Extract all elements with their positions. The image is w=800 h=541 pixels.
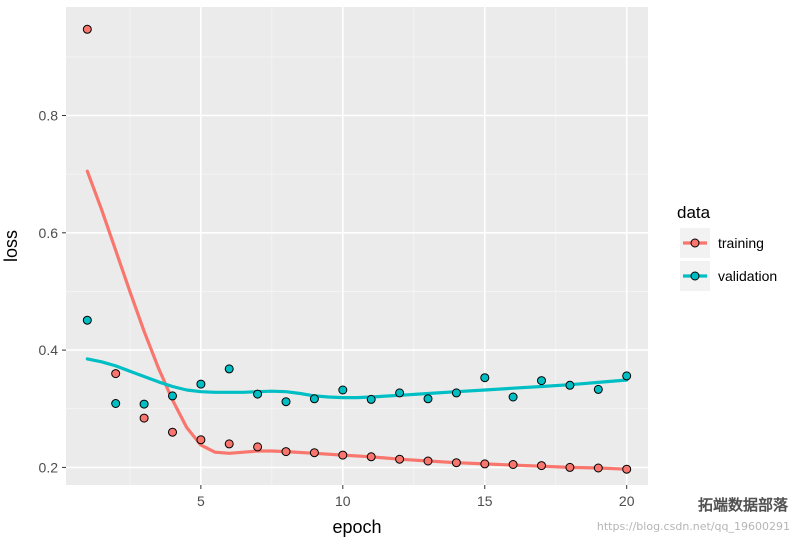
y-axis-title: loss bbox=[1, 230, 21, 262]
x-axis: 5 10 15 20 bbox=[197, 485, 635, 509]
point-validation bbox=[338, 385, 348, 395]
point-validation bbox=[480, 373, 490, 383]
point-validation bbox=[139, 399, 149, 409]
point-training bbox=[168, 427, 177, 437]
legend-label-training: training bbox=[718, 235, 764, 251]
point-training bbox=[423, 456, 433, 466]
point-training bbox=[622, 464, 632, 474]
point-training bbox=[508, 460, 518, 469]
x-axis-title: epoch bbox=[332, 517, 381, 537]
point-validation bbox=[111, 399, 121, 408]
point-validation bbox=[451, 388, 461, 398]
point-training bbox=[82, 24, 92, 34]
point-validation bbox=[423, 394, 433, 404]
legend-label-validation: validation bbox=[718, 268, 777, 284]
x-tick-label: 20 bbox=[619, 493, 635, 509]
point-training bbox=[309, 448, 319, 458]
point-validation bbox=[593, 384, 603, 394]
point-training bbox=[139, 413, 149, 423]
point-training bbox=[253, 442, 263, 452]
point-training bbox=[451, 458, 461, 468]
x-tick-label: 5 bbox=[197, 493, 205, 509]
point-validation bbox=[82, 315, 92, 325]
point-training bbox=[480, 459, 490, 469]
smooth-line-training bbox=[85, 169, 629, 471]
watermark-url: https://blog.csdn.net/qq_19600291 bbox=[596, 520, 790, 533]
point-validation bbox=[537, 376, 546, 386]
point-validation bbox=[168, 391, 177, 401]
point-validation bbox=[622, 371, 632, 381]
smooth-lines bbox=[85, 169, 629, 471]
point-training bbox=[111, 369, 121, 379]
point-validation bbox=[565, 380, 575, 390]
watermark-brand: 拓端数据部落 bbox=[697, 496, 788, 514]
point-training bbox=[281, 447, 291, 457]
point-validation bbox=[508, 392, 518, 402]
point-validation bbox=[196, 379, 206, 389]
point-validation bbox=[309, 394, 319, 404]
legend: data training validation bbox=[677, 203, 777, 291]
point-training bbox=[395, 454, 405, 464]
legend-title: data bbox=[677, 203, 711, 222]
point-training bbox=[224, 439, 234, 449]
smooth-line-validation bbox=[85, 357, 629, 400]
point-validation bbox=[224, 364, 234, 374]
point-training bbox=[537, 461, 546, 471]
y-tick-label: 0.4 bbox=[39, 342, 59, 358]
data-points bbox=[82, 24, 632, 474]
point-training bbox=[366, 452, 376, 462]
y-tick-label: 0.8 bbox=[39, 108, 59, 124]
y-axis: 0.2 0.4 0.6 0.8 bbox=[39, 108, 66, 475]
point-validation bbox=[253, 389, 263, 399]
x-tick-label: 10 bbox=[335, 493, 351, 509]
point-training bbox=[565, 462, 575, 472]
point-validation bbox=[281, 397, 291, 407]
y-tick-label: 0.2 bbox=[39, 459, 59, 475]
point-training bbox=[593, 463, 603, 473]
point-training bbox=[338, 450, 348, 460]
point-training bbox=[196, 435, 206, 445]
y-tick-label: 0.6 bbox=[39, 225, 59, 241]
plot-panel bbox=[66, 7, 648, 485]
point-validation bbox=[366, 394, 376, 404]
point-validation bbox=[395, 388, 405, 398]
x-tick-label: 15 bbox=[477, 493, 493, 509]
minor-grid bbox=[66, 7, 648, 485]
legend-key-point-training bbox=[690, 238, 700, 248]
legend-key-point-validation bbox=[690, 271, 700, 281]
